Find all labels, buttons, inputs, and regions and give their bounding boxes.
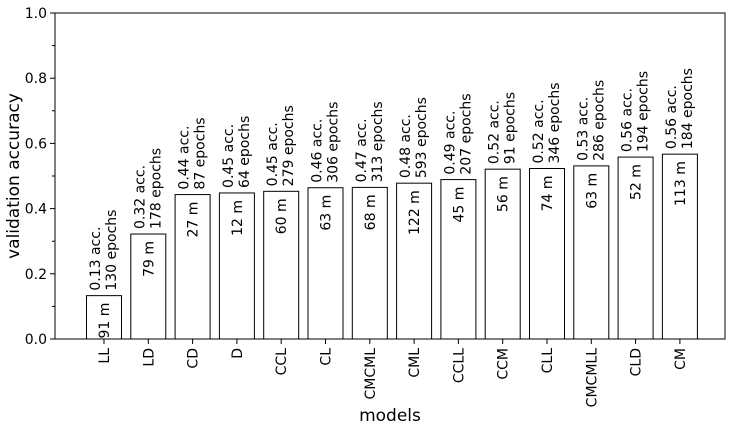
x-tick-label: CMCMLL [584,348,600,408]
x-axis-title: models [359,406,421,426]
x-tick-label: CLL [540,348,556,374]
bar [484,168,521,340]
bar-inside-label: 52 m [629,164,645,200]
bar-accuracy-label: 0.13 acc. [88,227,104,291]
bar [573,165,610,340]
bar-epochs-label: 130 epochs [104,210,120,291]
bar [307,187,344,340]
bar-accuracy-label: 0.45 acc. [221,124,237,188]
x-tick-label: CCL [274,348,290,376]
bar [174,194,211,340]
y-tick-label: 0.6 [25,136,47,152]
bar-epochs-label: 279 epochs [281,105,297,186]
bar-inside-label: 27 m [186,202,202,238]
y-tick-label: 0.2 [25,267,47,283]
bars-layer [86,153,698,340]
bar-epochs-label: 87 epochs [193,117,209,189]
bar [661,153,698,340]
bar-epochs-label: 178 epochs [148,148,164,229]
bar-labels-layer: 91 m 0.13 acc. 130 epochs 79 m 0.32 acc. 178 … [88,68,696,338]
y-axis: 0.0 0.2 0.4 0.6 0.8 1.0 [25,6,55,348]
bar-epochs-label: 91 epochs [503,92,519,164]
bar-accuracy-label: 0.46 acc. [310,119,326,183]
bar-accuracy-label: 0.53 acc. [575,97,591,161]
bar-epochs-label: 313 epochs [370,101,386,182]
bar-epochs-label: 64 epochs [237,116,253,188]
bar-inside-label: 91 m [97,303,113,339]
y-tick-label: 0.0 [25,332,47,348]
y-tick-label: 0.4 [25,202,47,218]
x-tick-label: CD [186,348,202,369]
bar [86,295,122,340]
bar-accuracy-label: 0.52 acc. [531,99,547,163]
bar-inside-label: 113 m [673,161,689,206]
x-tick-label: CCLL [451,348,467,383]
bar-epochs-label: 593 epochs [414,97,430,178]
bar-inside-label: 56 m [496,176,512,212]
x-tick-label: CCM [496,348,512,380]
bar-accuracy-label: 0.56 acc. [664,85,680,149]
x-tick-label: CMCML [363,348,379,400]
bar [396,182,433,340]
bar-inside-label: 63 m [319,195,335,231]
bar-epochs-label: 207 epochs [458,93,474,174]
x-tick-label: CM [673,348,689,370]
bar-inside-label: 68 m [363,194,379,230]
bar-inside-label: 45 m [451,187,467,223]
bar-epochs-label: 306 epochs [326,102,342,183]
x-tick-label: D [230,348,246,359]
x-tick-label: LD [141,348,157,367]
bar-epochs-label: 346 epochs [547,82,563,163]
bar-inside-label: 63 m [584,173,600,209]
x-tick-label: CL [319,348,335,366]
x-tick-label: CLD [629,348,645,376]
bar-accuracy-label: 0.49 acc. [442,111,458,175]
bar [218,192,255,340]
bar-inside-label: 12 m [230,200,246,236]
bar-epochs-label: 286 epochs [591,80,607,161]
y-tick-label: 1.0 [25,6,47,22]
bar-inside-label: 74 m [540,176,556,212]
bar-accuracy-label: 0.32 acc. [132,165,148,229]
bar-accuracy-label: 0.44 acc. [177,126,193,190]
x-tick-label: LL [97,348,113,364]
bar-accuracy-label: 0.47 acc. [354,118,370,182]
y-axis-title: validation accuracy [4,93,24,259]
bar-accuracy-label: 0.56 acc. [620,88,636,152]
bar [529,168,565,340]
bar-accuracy-label: 0.48 acc. [398,114,414,178]
bar-epochs-label: 194 epochs [636,71,652,152]
bar [130,233,167,340]
x-axis: LL LD CD D CCL CL CMCML CML CCLL CCM CLL CMCMLL CLD C… [97,339,689,407]
y-tick-label: 0.8 [25,71,47,87]
bar-epochs-label: 184 epochs [680,68,696,149]
bar-accuracy-label: 0.45 acc. [265,122,281,186]
bar-inside-label: 122 m [407,190,423,235]
bar-inside-label: 60 m [274,198,290,234]
x-tick-label: CML [407,348,423,378]
bar-accuracy-label: 0.52 acc. [487,100,503,164]
bar-inside-label: 79 m [141,241,157,277]
